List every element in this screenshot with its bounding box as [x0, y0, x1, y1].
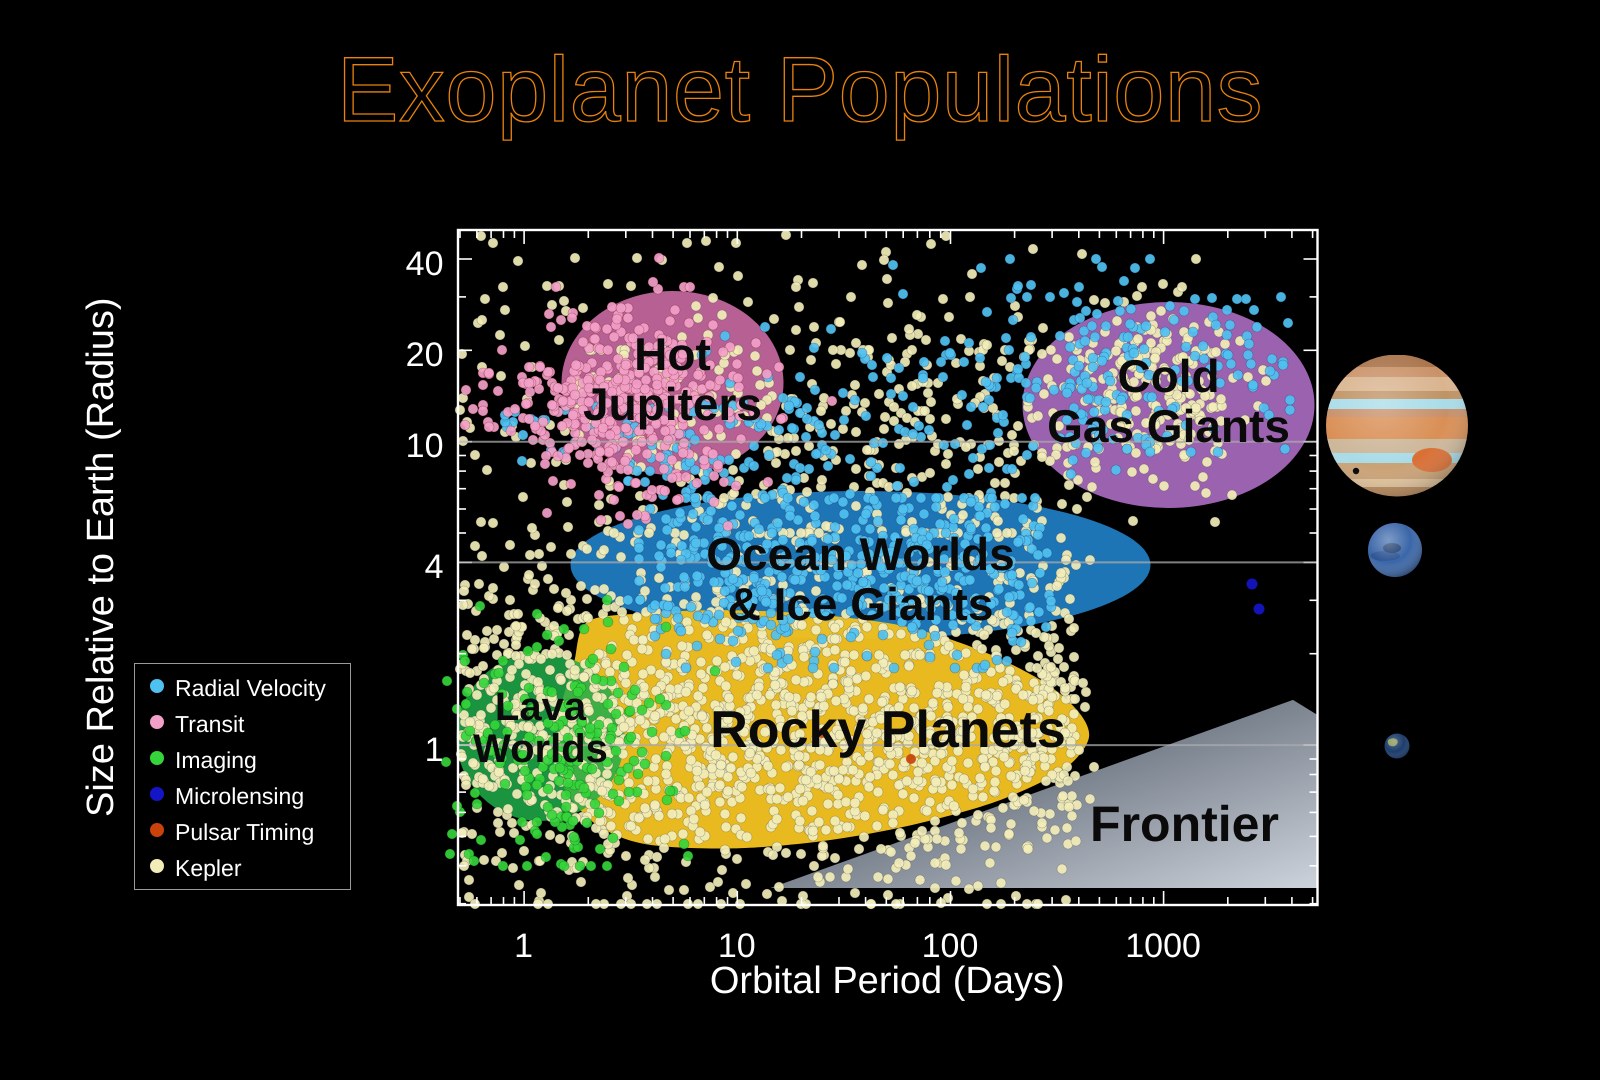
svg-text:Rocky Planets: Rocky Planets	[710, 701, 1066, 759]
svg-text:Frontier: Frontier	[1090, 796, 1279, 852]
svg-text:Ocean Worlds: Ocean Worlds	[706, 528, 1014, 580]
svg-text:Jupiters: Jupiters	[583, 378, 762, 430]
svg-text:& Ice Giants: & Ice Giants	[727, 578, 993, 630]
svg-text:Worlds: Worlds	[473, 727, 608, 771]
svg-text:Gas Giants: Gas Giants	[1047, 400, 1290, 452]
svg-text:Lava: Lava	[494, 685, 586, 729]
svg-text:Cold: Cold	[1117, 350, 1219, 402]
svg-text:Hot: Hot	[634, 328, 711, 380]
